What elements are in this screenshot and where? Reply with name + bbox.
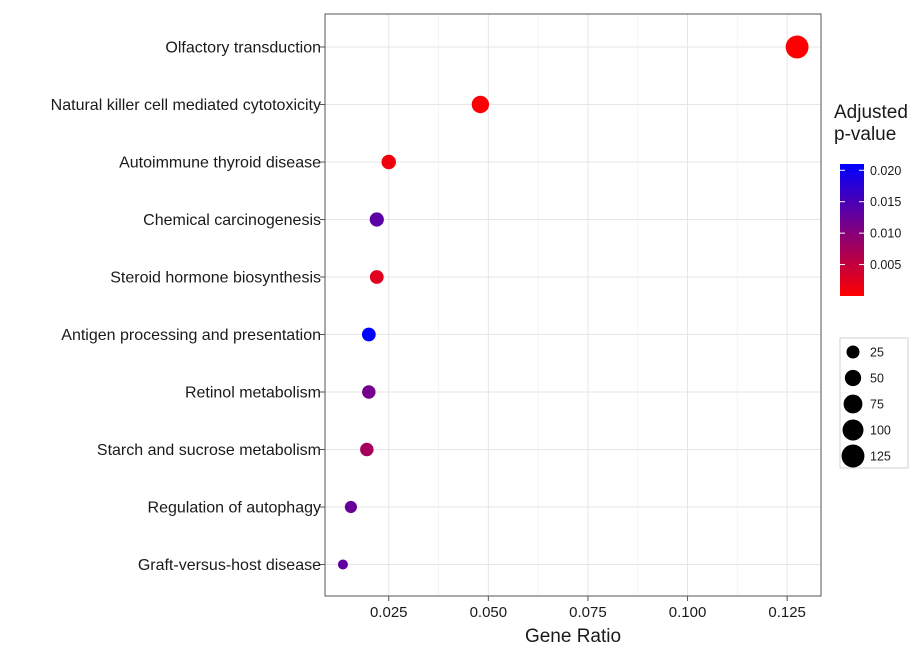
data-point xyxy=(471,95,490,114)
data-point xyxy=(369,270,384,284)
data-point xyxy=(361,327,376,342)
x-axis-ticks: 0.025 0.050 0.075 0.100 0.125 xyxy=(370,596,806,621)
y-category-label: Antigen processing and presentation xyxy=(61,327,321,344)
y-category-label: Autoimmune thyroid disease xyxy=(119,155,321,172)
size-legend-dot xyxy=(842,419,864,441)
color-legend-bar xyxy=(840,164,864,296)
size-legend-label: 75 xyxy=(870,398,884,412)
size-legend: 25 50 75 100 125 xyxy=(839,337,909,469)
size-legend-label: 100 xyxy=(870,424,891,438)
data-point xyxy=(381,154,396,170)
color-legend-tick-label: 0.015 xyxy=(870,195,901,209)
size-legend-label: 50 xyxy=(870,372,884,386)
color-legend-tick-label: 0.020 xyxy=(870,164,901,178)
size-legend-label: 125 xyxy=(870,450,891,464)
grid-lines xyxy=(325,14,821,596)
y-category-label: Graft-versus-host disease xyxy=(138,557,321,574)
data-point xyxy=(362,385,376,399)
data-point xyxy=(344,500,357,514)
y-category-label: Olfactory transduction xyxy=(165,40,321,57)
size-legend-dot xyxy=(843,394,863,414)
size-legend-dot xyxy=(841,444,865,468)
color-legend: Adjusted p-value 0.020 0.015 0.010 0.005 xyxy=(834,102,908,296)
x-axis-title: Gene Ratio xyxy=(525,626,621,645)
x-tick-label: 0.125 xyxy=(768,604,806,621)
y-category-label: Natural killer cell mediated cytotoxicit… xyxy=(51,97,321,114)
size-legend-dot xyxy=(846,345,860,359)
plot-panel-border xyxy=(324,13,822,597)
plot-panel-background xyxy=(325,14,821,596)
data-point xyxy=(337,559,348,570)
x-tick-label: 0.100 xyxy=(669,604,707,621)
y-axis-ticks: Olfactory transduction Natural killer cel… xyxy=(51,40,325,574)
data-point xyxy=(360,442,374,457)
x-tick-label: 0.025 xyxy=(370,604,408,621)
color-legend-tick-label: 0.005 xyxy=(870,258,901,272)
color-legend-tick-label: 0.010 xyxy=(870,227,901,241)
color-legend-title-line-2: p-value xyxy=(834,124,896,145)
y-category-label: Chemical carcinogenesis xyxy=(143,212,321,229)
y-category-label: Steroid hormone biosynthesis xyxy=(110,270,321,287)
color-legend-title-line-1: Adjusted xyxy=(834,102,908,123)
x-tick-label: 0.050 xyxy=(470,604,508,621)
y-category-label: Retinol metabolism xyxy=(185,385,321,402)
data-point xyxy=(785,35,809,59)
size-legend-dot xyxy=(844,369,862,387)
x-tick-label: 0.075 xyxy=(569,604,607,621)
y-category-label: Starch and sucrose metabolism xyxy=(97,442,321,459)
data-points xyxy=(337,35,809,570)
size-legend-label: 25 xyxy=(870,346,884,360)
data-point xyxy=(369,212,384,227)
y-category-label: Regulation of autophagy xyxy=(148,500,321,517)
